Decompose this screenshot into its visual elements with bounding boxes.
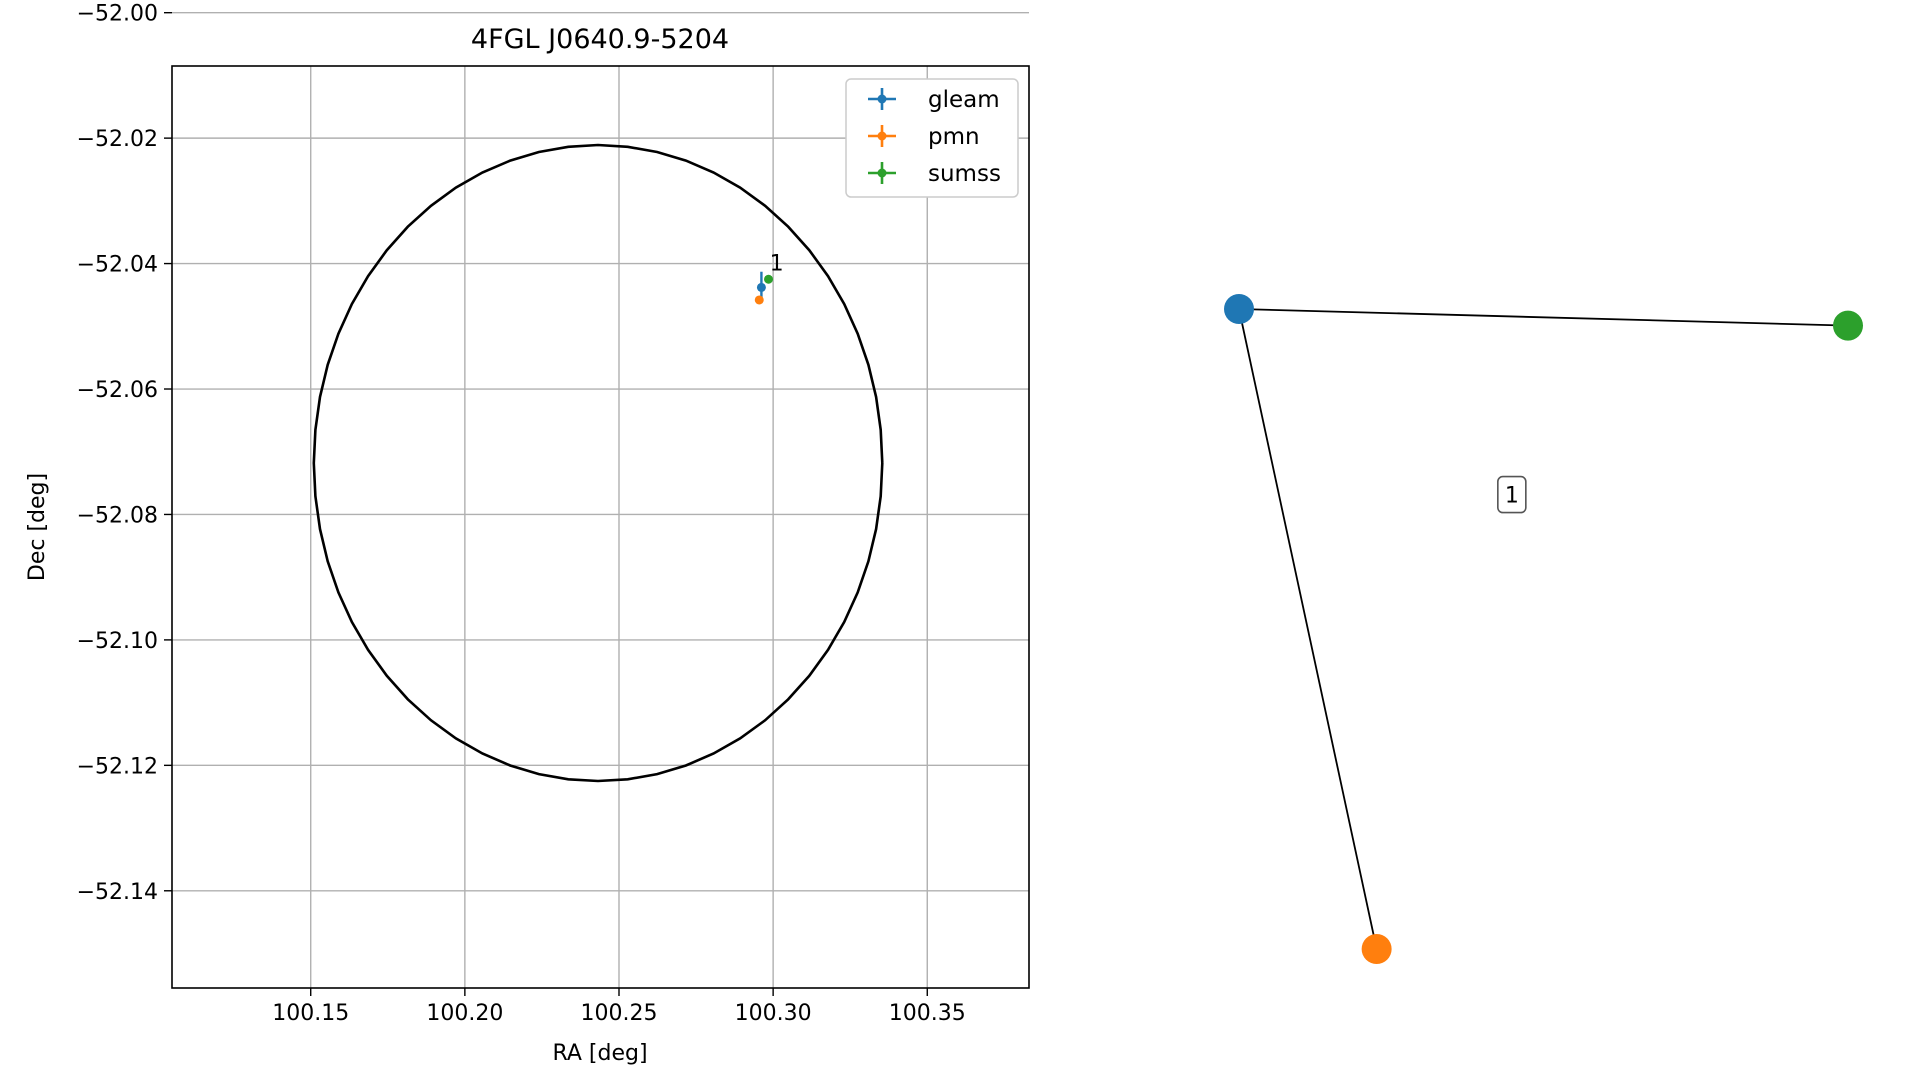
legend-item-gleam: gleam <box>868 87 1000 113</box>
y-tick-label: −52.12 <box>77 754 158 779</box>
node-gleam <box>1224 294 1254 324</box>
graph-label: 1 <box>1505 484 1519 509</box>
graph-label-box <box>1497 475 1527 514</box>
legend-marker <box>877 131 887 141</box>
y-tick-label: −52.08 <box>77 503 158 528</box>
legend-marker <box>877 94 887 104</box>
x-tick-label: 100.35 <box>889 1001 966 1026</box>
y-tick-label: −52.10 <box>77 629 158 654</box>
x-tick-label: 100.20 <box>426 1001 503 1026</box>
node-sumss <box>1833 310 1863 341</box>
sky-plot: 4FGL J0640.9-5204 1 100.15 100.20 100.25 10… <box>25 2 1030 1066</box>
legend-box <box>845 78 1019 198</box>
localization-ellipse <box>312 143 884 783</box>
point-pmn <box>754 295 764 305</box>
y-tick-label: −52.06 <box>77 378 158 403</box>
plot-frame <box>171 65 1030 989</box>
y-tick-label: −52.14 <box>77 880 158 905</box>
node-pmn <box>1361 934 1392 964</box>
source-markers <box>754 271 774 305</box>
grid <box>172 11 1029 988</box>
x-axis-label: RA [deg] <box>552 1041 647 1066</box>
chart-title: 4FGL J0640.9-5204 <box>471 24 729 55</box>
x-axis-ticks: 100.15 100.20 100.25 100.30 100.35 <box>272 988 966 1026</box>
edge-gleam-sumss <box>1238 308 1849 327</box>
marker <box>764 274 774 284</box>
y-tick-label: −52.00 <box>77 2 158 27</box>
ellipse-outline <box>312 143 884 783</box>
x-tick-label: 100.15 <box>272 1001 349 1026</box>
legend-item-sumss: sumss <box>868 161 1001 187</box>
marker <box>754 295 764 305</box>
x-tick-label: 100.25 <box>581 1001 658 1026</box>
legend-item-pmn: pmn <box>868 124 980 150</box>
legend-label: pmn <box>928 124 980 150</box>
legend-label: sumss <box>928 161 1001 187</box>
legend-label: gleam <box>928 87 1000 113</box>
y-tick-label: −52.04 <box>77 253 158 278</box>
x-tick-label: 100.30 <box>735 1001 812 1026</box>
marker <box>756 282 766 292</box>
legend-marker <box>877 168 887 178</box>
edge-gleam-pmn <box>1238 308 1378 950</box>
match-graph: 1 <box>1224 294 1863 964</box>
annotation-label: 1 <box>770 252 784 277</box>
y-axis-ticks: −52.00 −52.02 −52.04 −52.06 −52.08 −52.10 −52.… <box>77 2 172 905</box>
point-sumss <box>764 274 774 284</box>
legend: gleam pmn sumss <box>845 78 1019 198</box>
y-axis-label: Dec [deg] <box>25 473 50 581</box>
y-tick-label: −52.02 <box>77 127 158 152</box>
